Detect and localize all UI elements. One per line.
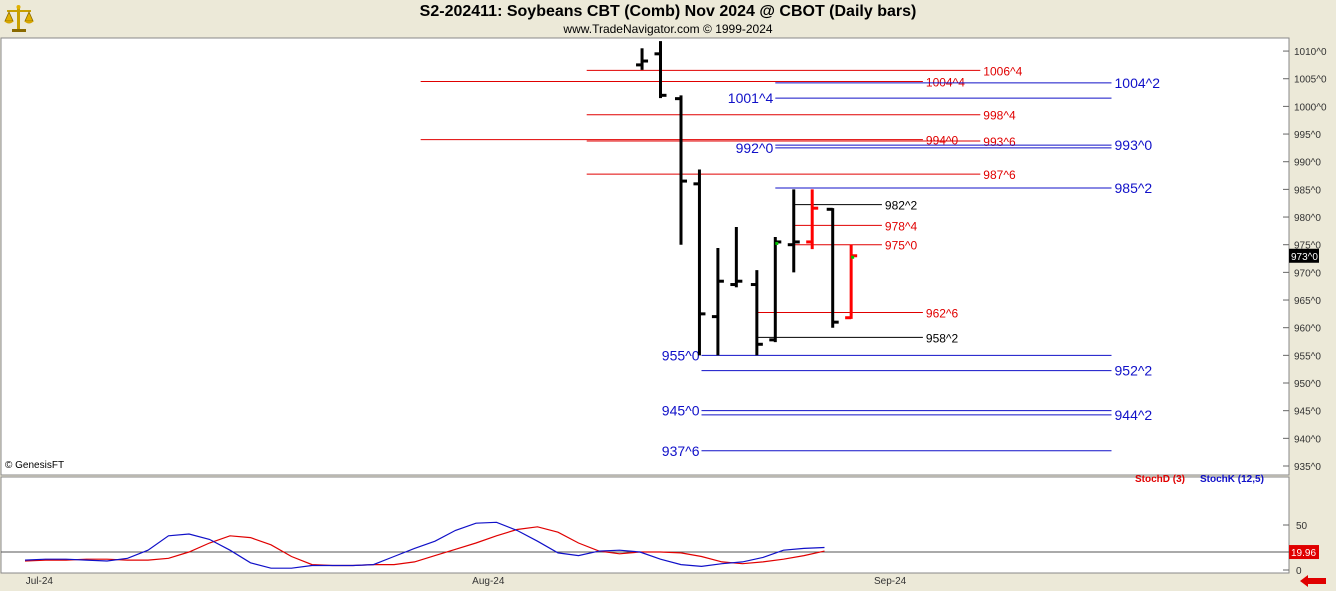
copyright-label: © GenesisFT — [5, 460, 64, 471]
price-level-label: 982^2 — [885, 199, 918, 213]
price-level-label: 962^6 — [926, 306, 959, 320]
price-tick-label: 995^0 — [1294, 130, 1321, 141]
scroll-left-arrow-icon[interactable] — [1298, 574, 1328, 588]
price-tick-label: 970^0 — [1294, 268, 1321, 279]
price-tick-label: 940^0 — [1294, 434, 1321, 445]
price-axis: 1010^0 1005^0 1000^0 995^0 990^0 985^0 980^0 97… — [1283, 38, 1327, 475]
price-level-label: 993^0 — [1115, 137, 1153, 153]
price-level-label: 952^2 — [1115, 363, 1153, 379]
price-level-label: 987^6 — [983, 168, 1016, 182]
date-tick-label: Jul-24 — [26, 576, 54, 587]
signal-dot — [775, 241, 779, 245]
date-tick-label: Aug-24 — [472, 576, 505, 587]
price-level-label: 998^4 — [983, 109, 1016, 123]
signal-dot — [851, 255, 855, 259]
chart-title: S2-202411: Soybeans CBT (Comb) Nov 2024 … — [419, 3, 917, 20]
price-level-label: 945^0 — [662, 403, 700, 419]
stochastic-legend-entry: StochK (12,5) — [1200, 474, 1264, 485]
price-tick-label: 980^0 — [1294, 213, 1321, 224]
price-tick-label: 935^0 — [1294, 462, 1321, 473]
chart-header: S2-202411: Soybeans CBT (Comb) Nov 2024 … — [0, 0, 1336, 38]
stochastic-last-label: 19.96 — [1291, 548, 1316, 559]
price-tick-label: 1000^0 — [1294, 102, 1327, 113]
price-tick-label: 985^0 — [1294, 185, 1321, 196]
stochastic-indicator: 50 0 19.96 StochD (3) StochK (12,5) — [1, 474, 1319, 577]
price-tick-label: 960^0 — [1294, 324, 1321, 335]
date-axis: Jul-24 Aug-24 Sep-24 — [26, 576, 907, 587]
price-level-label: 1004^2 — [1115, 75, 1161, 91]
price-tick-label: 1010^0 — [1294, 47, 1327, 58]
price-level-label: 937^6 — [662, 443, 700, 459]
stochastic-series-line — [24, 521, 825, 569]
brass-scale-icon — [4, 5, 34, 32]
price-level-label: 985^2 — [1115, 180, 1153, 196]
stochastic-tick-label: 0 — [1296, 566, 1302, 577]
price-level-label: 958^2 — [926, 331, 959, 345]
last-price-marker — [1289, 248, 1319, 263]
price-panel — [0, 37, 1290, 476]
stochastic-last-marker — [1289, 545, 1319, 560]
price-level-label: 1001^4 — [728, 90, 774, 106]
price-level-label: 992^0 — [736, 140, 774, 156]
chart-subtitle: www.TradeNavigator.com © 1999-2024 — [563, 22, 773, 36]
stochastic-series-line — [24, 526, 825, 567]
stochastic-panel — [0, 476, 1290, 574]
price-tick-label: 975^0 — [1294, 241, 1321, 252]
stochastic-legend-entry: StochD (3) — [1135, 474, 1185, 485]
date-tick-label: Sep-24 — [874, 576, 907, 587]
price-tick-label: 990^0 — [1294, 158, 1321, 169]
price-tick-label: 1005^0 — [1294, 75, 1327, 86]
price-level-label: 975^0 — [885, 239, 918, 253]
price-tick-label: 950^0 — [1294, 379, 1321, 390]
price-level-label: 944^2 — [1115, 407, 1153, 423]
last-price-label: 973^0 — [1291, 252, 1318, 263]
price-level-label: 978^4 — [885, 219, 918, 233]
price-level-label: 1006^4 — [983, 64, 1022, 78]
price-tick-label: 945^0 — [1294, 407, 1321, 418]
price-tick-label: 955^0 — [1294, 351, 1321, 362]
price-tick-label: 965^0 — [1294, 296, 1321, 307]
price-level-label: 955^0 — [662, 347, 700, 363]
price-level-label: 993^6 — [983, 135, 1016, 149]
stochastic-tick-label: 50 — [1296, 521, 1308, 532]
price-bars — [636, 41, 858, 356]
